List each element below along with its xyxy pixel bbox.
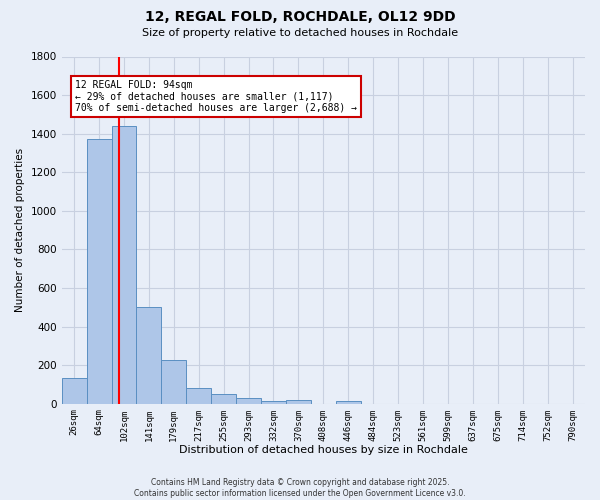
Bar (286, 400, 311, 404)
Bar (136, 308, 161, 404)
Bar (161, 360, 186, 404)
Bar (336, 401, 361, 404)
Bar (261, 401, 286, 404)
Bar (186, 388, 211, 404)
Bar (236, 398, 261, 404)
Text: Contains HM Land Registry data © Crown copyright and database right 2025.
Contai: Contains HM Land Registry data © Crown c… (134, 478, 466, 498)
Bar (112, 126, 136, 404)
Bar (211, 394, 236, 404)
Bar (86, 140, 112, 404)
Y-axis label: Number of detached properties: Number of detached properties (15, 148, 25, 312)
Text: Size of property relative to detached houses in Rochdale: Size of property relative to detached ho… (142, 28, 458, 38)
Bar (62, 378, 86, 404)
Text: 12 REGAL FOLD: 94sqm
← 29% of detached houses are smaller (1,117)
70% of semi-de: 12 REGAL FOLD: 94sqm ← 29% of detached h… (75, 80, 357, 113)
Text: 12, REGAL FOLD, ROCHDALE, OL12 9DD: 12, REGAL FOLD, ROCHDALE, OL12 9DD (145, 10, 455, 24)
X-axis label: Distribution of detached houses by size in Rochdale: Distribution of detached houses by size … (179, 445, 468, 455)
